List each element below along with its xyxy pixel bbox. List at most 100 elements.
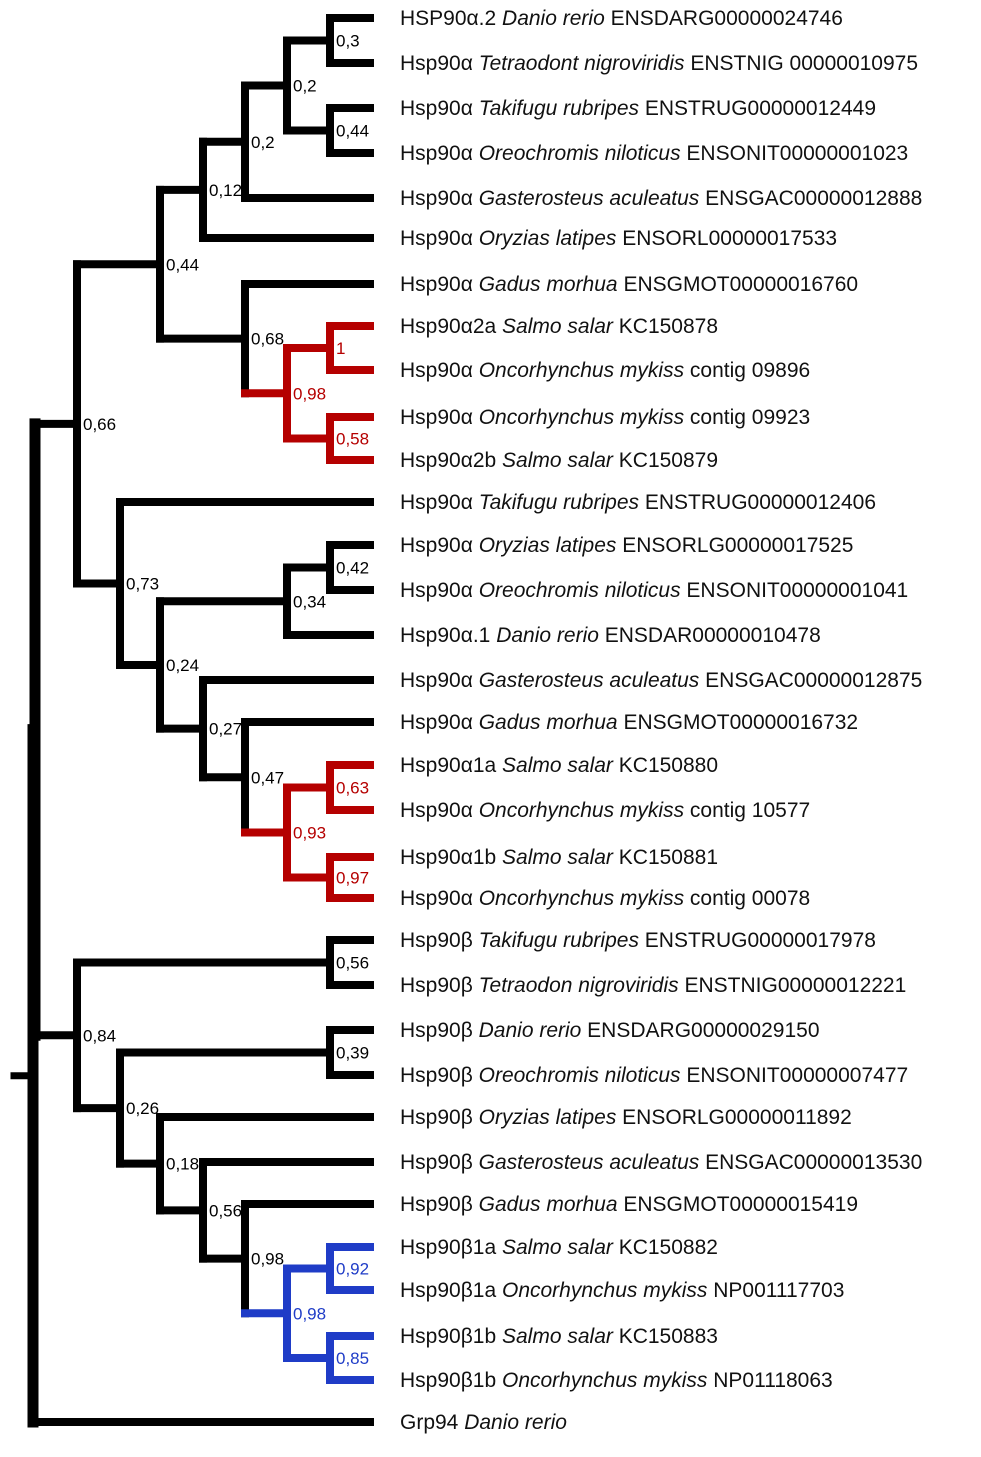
support-value: 0,2 xyxy=(293,77,317,96)
support-value: 0,98 xyxy=(251,1250,284,1269)
taxon-label: Hsp90α1b Salmo salar KC150881 xyxy=(400,846,718,869)
support-value: 0,27 xyxy=(209,720,242,739)
taxon-label: Hsp90α Oncorhynchus mykiss contig 09923 xyxy=(400,406,810,429)
taxon-accession: contig 10577 xyxy=(684,799,810,822)
support-value: 0,3 xyxy=(336,32,360,51)
taxon-accession: ENSTRUG00000012406 xyxy=(639,491,876,514)
taxon-accession: KC150878 xyxy=(613,315,718,338)
taxon-label: Hsp90β Tetraodon nigroviridis ENSTNIG000… xyxy=(400,974,906,997)
taxon-accession: ENSDARG00000029150 xyxy=(581,1019,819,1042)
taxon-species: Tetraodon nigroviridis xyxy=(479,974,680,997)
taxon-accession: ENSONIT00000001041 xyxy=(681,579,909,602)
taxon-species: Oryzias latipes xyxy=(479,1106,617,1129)
taxon-gene: Hsp90α xyxy=(400,406,479,429)
taxon-gene: Hsp90α2b xyxy=(400,449,502,472)
support-value: 0,68 xyxy=(251,330,284,349)
taxon-label: Hsp90β Gadus morhua ENSGMOT00000015419 xyxy=(400,1193,858,1216)
taxon-species: Oncorhynchus mykiss xyxy=(479,887,685,910)
taxon-species: Gasterosteus aculeatus xyxy=(479,187,700,210)
support-value: 0,42 xyxy=(336,559,369,578)
taxon-labels: HSP90α.2 Danio rerio ENSDARG00000024746 H… xyxy=(400,7,922,1434)
taxon-gene: Hsp90α xyxy=(400,52,479,75)
support-value: 0,24 xyxy=(166,656,199,675)
taxon-accession: ENSGAC00000012888 xyxy=(699,187,922,210)
taxon-accession: ENSGMOT00000016760 xyxy=(618,273,858,296)
taxon-species: Danio rerio xyxy=(496,624,599,647)
taxon-accession: ENSONIT00000001023 xyxy=(681,142,909,165)
taxon-label: Hsp90α Gadus morhua ENSGMOT00000016760 xyxy=(400,273,858,296)
taxon-accession: NP001117703 xyxy=(707,1279,844,1302)
taxon-gene: Hsp90α xyxy=(400,669,479,692)
taxon-species: Oryzias latipes xyxy=(479,227,617,250)
taxon-label: Hsp90α.1 Danio rerio ENSDAR00000010478 xyxy=(400,624,821,647)
taxon-species: Oncorhynchus mykiss xyxy=(479,799,685,822)
taxon-gene: Hsp90β xyxy=(400,1193,479,1216)
taxon-accession: ENSDARG00000024746 xyxy=(605,7,843,30)
taxon-accession: ENSGMOT00000015419 xyxy=(618,1193,858,1216)
taxon-species: Oncorhynchus mykiss xyxy=(502,1279,708,1302)
taxon-species: Gadus morhua xyxy=(479,1193,618,1216)
taxon-accession: KC150883 xyxy=(613,1325,718,1348)
taxon-accession: KC150882 xyxy=(613,1236,718,1259)
taxon-species: Takifugu rubripes xyxy=(479,491,640,514)
taxon-gene: Hsp90β xyxy=(400,974,479,997)
taxon-species: Salmo salar xyxy=(502,1325,614,1348)
taxon-gene: Hsp90β xyxy=(400,1064,479,1087)
taxon-label: Hsp90β Oreochromis niloticus ENSONIT0000… xyxy=(400,1064,908,1087)
taxon-accession: ENSTRUG00000017978 xyxy=(639,929,876,952)
taxon-label: Hsp90α Gasterosteus aculeatus ENSGAC0000… xyxy=(400,669,922,692)
taxon-gene: Hsp90α xyxy=(400,887,479,910)
taxon-accession: contig 00078 xyxy=(684,887,810,910)
taxon-species: Gasterosteus aculeatus xyxy=(479,1151,700,1174)
support-value: 0,26 xyxy=(126,1099,159,1118)
taxon-label: Hsp90β1a Oncorhynchus mykiss NP001117703 xyxy=(400,1279,844,1302)
taxon-accession: ENSDAR00000010478 xyxy=(599,624,821,647)
taxon-accession: ENSORLG00000017525 xyxy=(616,534,853,557)
support-value: 0,98 xyxy=(293,1304,326,1323)
taxon-species: Takifugu rubripes xyxy=(479,929,640,952)
taxon-gene: Hsp90α xyxy=(400,799,479,822)
support-value: 0,56 xyxy=(209,1201,242,1220)
taxon-label: Hsp90β Gasterosteus aculeatus ENSGAC0000… xyxy=(400,1151,922,1174)
taxon-gene: Hsp90α xyxy=(400,579,479,602)
taxon-species: Salmo salar xyxy=(502,754,614,777)
taxon-species: Oreochromis niloticus xyxy=(479,142,681,165)
taxon-gene: Hsp90α xyxy=(400,97,479,120)
support-value: 0,66 xyxy=(83,415,116,434)
taxon-label: HSP90α.2 Danio rerio ENSDARG00000024746 xyxy=(400,7,843,30)
taxon-gene: Hsp90β1a xyxy=(400,1236,502,1259)
taxon-accession: ENSGMOT00000016732 xyxy=(618,711,858,734)
taxon-gene: Hsp90β xyxy=(400,929,479,952)
taxon-accession: ENSORL00000017533 xyxy=(616,227,837,250)
support-value: 0,12 xyxy=(209,181,242,200)
taxon-accession: ENSORLG00000011892 xyxy=(616,1106,851,1129)
taxon-gene: Hsp90α xyxy=(400,711,479,734)
taxon-species: Salmo salar xyxy=(502,449,614,472)
taxon-accession: contig 09896 xyxy=(684,359,810,382)
support-value: 0,56 xyxy=(336,954,369,973)
support-value: 0,44 xyxy=(336,122,369,141)
taxon-species: Salmo salar xyxy=(502,1236,614,1259)
taxon-label: Hsp90α Takifugu rubripes ENSTRUG00000012… xyxy=(400,97,876,120)
taxon-gene: Hsp90α.1 xyxy=(400,624,496,647)
taxon-accession: KC150879 xyxy=(613,449,718,472)
support-value: 0,97 xyxy=(336,869,369,888)
taxon-accession: ENSTNIG00000012221 xyxy=(679,974,907,997)
support-value: 0,58 xyxy=(336,430,369,449)
taxon-species: Salmo salar xyxy=(502,846,614,869)
support-value: 0,73 xyxy=(126,574,159,593)
taxon-label: Hsp90α Takifugu rubripes ENSTRUG00000012… xyxy=(400,491,876,514)
taxon-label: Hsp90α Gasterosteus aculeatus ENSGAC0000… xyxy=(400,187,922,210)
taxon-gene: Hsp90α xyxy=(400,359,479,382)
taxon-label: Hsp90β1a Salmo salar KC150882 xyxy=(400,1236,718,1259)
taxon-species: Danio rerio xyxy=(464,1411,567,1434)
taxon-species: Oncorhynchus mykiss xyxy=(479,406,685,429)
support-value: 1 xyxy=(336,339,345,358)
taxon-accession: KC150880 xyxy=(613,754,718,777)
taxon-accession: ENSTRUG00000012449 xyxy=(639,97,876,120)
taxon-accession: KC150881 xyxy=(613,846,718,869)
taxon-label: Grp94 Danio rerio xyxy=(400,1411,567,1434)
taxon-label: Hsp90α2a Salmo salar KC150878 xyxy=(400,315,718,338)
support-value: 0,93 xyxy=(293,824,326,843)
taxon-accession: ENSGAC00000012875 xyxy=(699,669,922,692)
